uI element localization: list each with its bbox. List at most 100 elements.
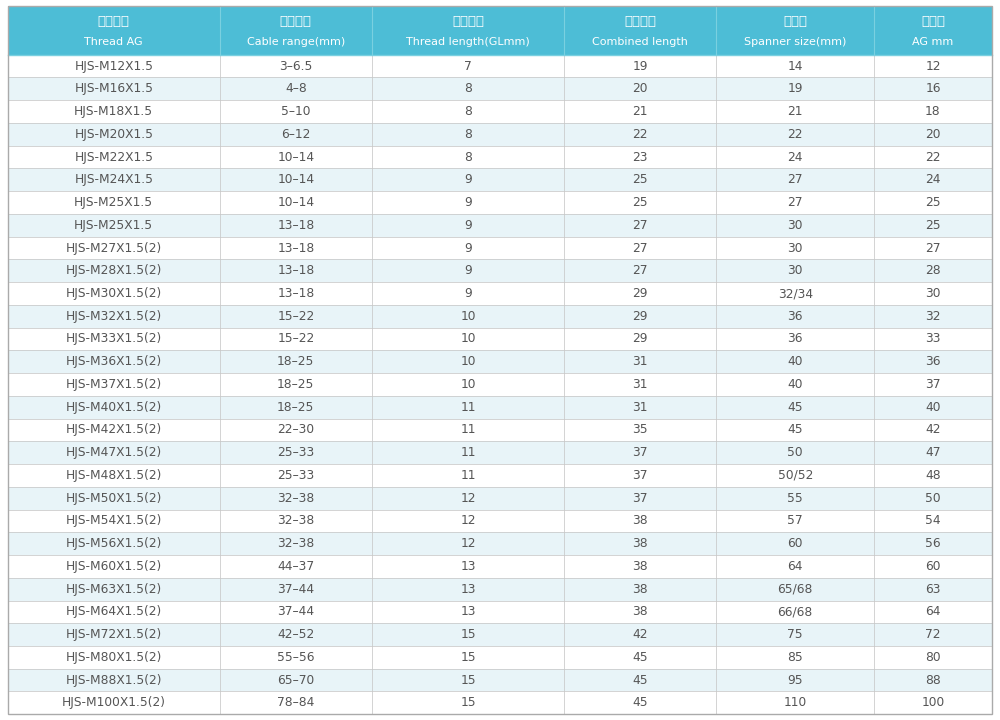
Text: 22: 22 [925, 150, 941, 163]
Text: 27: 27 [925, 241, 941, 255]
Bar [8, 328, 992, 351]
Text: 100: 100 [921, 696, 945, 709]
Text: 65/68: 65/68 [778, 582, 813, 595]
Bar [8, 418, 992, 441]
Text: 20: 20 [925, 128, 941, 141]
Text: 38: 38 [632, 582, 648, 595]
Text: 螺纹长度: 螺纹长度 [452, 15, 484, 28]
Text: AG mm: AG mm [912, 37, 954, 47]
Text: 9: 9 [464, 219, 472, 232]
Text: 18: 18 [925, 105, 941, 118]
Text: HJS-M25X1.5: HJS-M25X1.5 [74, 196, 153, 209]
Text: HJS-M47X1.5(2): HJS-M47X1.5(2) [66, 446, 162, 459]
Text: 结合长度: 结合长度 [624, 15, 656, 28]
Text: 25: 25 [632, 174, 648, 186]
Text: 55–56: 55–56 [277, 651, 315, 664]
Text: 32: 32 [925, 310, 941, 323]
Text: 29: 29 [632, 333, 648, 346]
Text: 30: 30 [787, 219, 803, 232]
Text: 45: 45 [632, 651, 648, 664]
Text: 10: 10 [460, 378, 476, 391]
Text: 31: 31 [632, 401, 648, 414]
Text: 8: 8 [464, 128, 472, 141]
Text: 25–33: 25–33 [277, 469, 314, 482]
Text: 10–14: 10–14 [277, 150, 314, 163]
Text: 37–44: 37–44 [277, 582, 314, 595]
Text: 65–70: 65–70 [277, 674, 314, 687]
Text: 50: 50 [787, 446, 803, 459]
Text: HJS-M18X1.5: HJS-M18X1.5 [74, 105, 153, 118]
Text: HJS-M20X1.5: HJS-M20X1.5 [74, 128, 153, 141]
Text: HJS-M32X1.5(2): HJS-M32X1.5(2) [66, 310, 162, 323]
Text: Thread AG: Thread AG [84, 37, 143, 47]
Text: 95: 95 [787, 674, 803, 687]
Text: 12: 12 [460, 492, 476, 505]
Text: 40: 40 [787, 355, 803, 368]
Text: 27: 27 [632, 241, 648, 255]
Bar [8, 691, 992, 714]
Bar [8, 100, 992, 123]
Text: 44–37: 44–37 [277, 560, 314, 573]
Text: 4–8: 4–8 [285, 82, 307, 95]
Text: 22: 22 [632, 128, 648, 141]
Text: 13: 13 [460, 560, 476, 573]
Text: 66/68: 66/68 [778, 606, 813, 618]
Bar [8, 577, 992, 600]
Text: 75: 75 [787, 628, 803, 641]
Text: 60: 60 [925, 560, 941, 573]
Text: 11: 11 [460, 423, 476, 436]
Text: 30: 30 [787, 241, 803, 255]
Text: 21: 21 [632, 105, 648, 118]
Text: 85: 85 [787, 651, 803, 664]
Text: HJS-M72X1.5(2): HJS-M72X1.5(2) [66, 628, 162, 641]
Text: 13: 13 [460, 606, 476, 618]
Text: 6–12: 6–12 [281, 128, 311, 141]
Text: HJS-M36X1.5(2): HJS-M36X1.5(2) [66, 355, 162, 368]
Bar [874, 6, 992, 55]
Text: 33: 33 [925, 333, 941, 346]
Text: 9: 9 [464, 174, 472, 186]
Text: 15–22: 15–22 [277, 333, 314, 346]
Text: 36: 36 [787, 310, 803, 323]
Text: 35: 35 [632, 423, 648, 436]
Bar [716, 6, 874, 55]
Text: 适用电缆: 适用电缆 [280, 15, 312, 28]
Text: 22–30: 22–30 [277, 423, 314, 436]
Text: 57: 57 [787, 514, 803, 528]
Text: HJS-M33X1.5(2): HJS-M33X1.5(2) [66, 333, 162, 346]
Text: 12: 12 [460, 537, 476, 550]
Text: 15: 15 [460, 696, 476, 709]
Text: 37: 37 [632, 492, 648, 505]
Text: HJS-M48X1.5(2): HJS-M48X1.5(2) [66, 469, 162, 482]
Text: 28: 28 [925, 264, 941, 277]
Text: 扳手径: 扳手径 [783, 15, 807, 28]
Bar [8, 441, 992, 464]
Text: HJS-M25X1.5: HJS-M25X1.5 [74, 219, 153, 232]
Text: 19: 19 [632, 60, 648, 73]
Text: 42: 42 [925, 423, 941, 436]
Text: 9: 9 [464, 287, 472, 300]
Bar [8, 192, 992, 214]
Text: 80: 80 [925, 651, 941, 664]
Text: 开孔径: 开孔径 [921, 15, 945, 28]
Bar [8, 600, 992, 624]
Text: 24: 24 [787, 150, 803, 163]
Text: 37–44: 37–44 [277, 606, 314, 618]
Text: 22: 22 [787, 128, 803, 141]
Text: 56: 56 [925, 537, 941, 550]
Text: 78–84: 78–84 [277, 696, 315, 709]
Text: 32–38: 32–38 [277, 492, 314, 505]
Text: HJS-M30X1.5(2): HJS-M30X1.5(2) [66, 287, 162, 300]
Text: HJS-M64X1.5(2): HJS-M64X1.5(2) [66, 606, 162, 618]
Text: 13: 13 [460, 582, 476, 595]
Text: 37: 37 [632, 446, 648, 459]
Text: 64: 64 [787, 560, 803, 573]
Text: 45: 45 [787, 401, 803, 414]
Text: 21: 21 [787, 105, 803, 118]
Text: HJS-M22X1.5: HJS-M22X1.5 [74, 150, 153, 163]
Text: HJS-M80X1.5(2): HJS-M80X1.5(2) [66, 651, 162, 664]
Text: 38: 38 [632, 560, 648, 573]
Text: 螺纹规格: 螺纹规格 [98, 15, 130, 28]
Text: 10: 10 [460, 333, 476, 346]
Text: HJS-M28X1.5(2): HJS-M28X1.5(2) [66, 264, 162, 277]
